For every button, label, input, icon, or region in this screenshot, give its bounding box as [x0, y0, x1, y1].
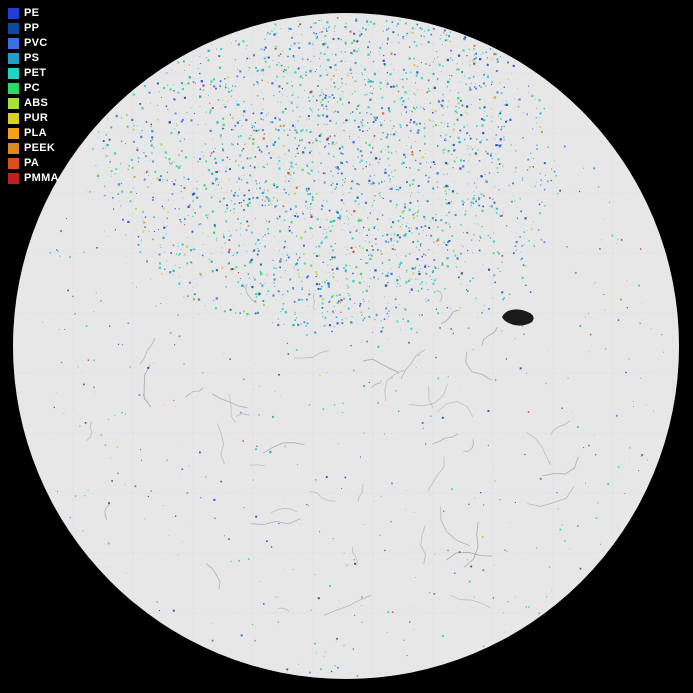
microscopy-classification-map: PEPPPVCPSPETPCABSPURPLAPEEKPAPMMA [0, 0, 693, 693]
legend-swatch [8, 23, 19, 34]
disc-canvas [0, 0, 693, 693]
legend-item-pp: PP [8, 21, 59, 36]
legend-item-peek: PEEK [8, 141, 59, 156]
legend-label: PUR [24, 111, 48, 126]
legend-swatch [8, 53, 19, 64]
legend: PEPPPVCPSPETPCABSPURPLAPEEKPAPMMA [8, 6, 59, 186]
legend-swatch [8, 38, 19, 49]
legend-label: PE [24, 6, 39, 21]
legend-swatch [8, 8, 19, 19]
legend-item-pa: PA [8, 156, 59, 171]
legend-swatch [8, 98, 19, 109]
legend-label: PP [24, 21, 39, 36]
legend-label: ABS [24, 96, 48, 111]
legend-item-pet: PET [8, 66, 59, 81]
legend-item-pmma: PMMA [8, 171, 59, 186]
legend-item-pla: PLA [8, 126, 59, 141]
legend-swatch [8, 83, 19, 94]
legend-item-ps: PS [8, 51, 59, 66]
legend-label: PMMA [24, 171, 59, 186]
legend-swatch [8, 113, 19, 124]
legend-label: PC [24, 81, 40, 96]
legend-label: PEEK [24, 141, 55, 156]
legend-label: PVC [24, 36, 48, 51]
legend-label: PA [24, 156, 39, 171]
legend-swatch [8, 68, 19, 79]
disc-noise [0, 0, 693, 693]
legend-swatch [8, 128, 19, 139]
legend-swatch [8, 158, 19, 169]
legend-swatch [8, 143, 19, 154]
legend-label: PS [24, 51, 39, 66]
legend-item-pc: PC [8, 81, 59, 96]
legend-swatch [8, 173, 19, 184]
legend-item-pur: PUR [8, 111, 59, 126]
legend-item-pvc: PVC [8, 36, 59, 51]
legend-label: PLA [24, 126, 47, 141]
legend-item-pe: PE [8, 6, 59, 21]
legend-item-abs: ABS [8, 96, 59, 111]
legend-label: PET [24, 66, 46, 81]
